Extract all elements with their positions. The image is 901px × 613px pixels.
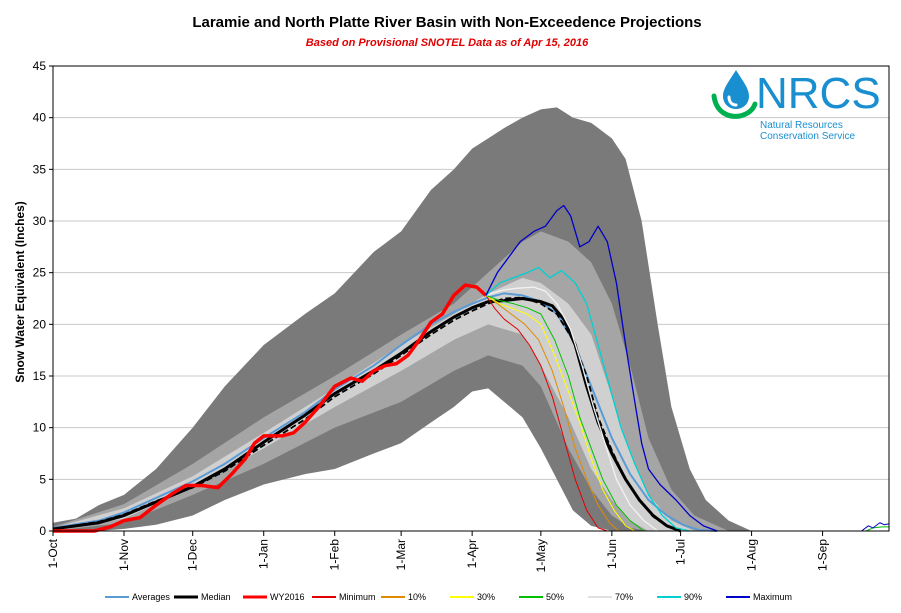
projection-bands xyxy=(53,107,889,532)
y-tick-label-15: 15 xyxy=(33,369,47,383)
series-30pct xyxy=(485,294,636,532)
x-tick-label-1-nov: 1-Nov xyxy=(117,539,131,571)
series-lines xyxy=(52,204,890,533)
y-tick-label-30: 30 xyxy=(33,214,47,228)
legend-label-median: Median xyxy=(201,592,231,602)
x-tick-label-1-may: 1-May xyxy=(534,539,548,572)
legend-label-10pct: 10% xyxy=(408,592,426,602)
water-drop-icon xyxy=(723,70,749,109)
x-tick-label-1-apr: 1-Apr xyxy=(465,539,479,568)
chart-subtitle: Based on Provisional SNOTEL Data as of A… xyxy=(306,37,589,49)
axes: 0 5 10 15 20 25 30 35 40 45 1-Oct 1-Nov 1-Dec 1-Jan 1-… xyxy=(33,59,830,572)
logo-wordmark: NRCS xyxy=(756,69,881,118)
x-tick-label-1-dec: 1-Dec xyxy=(186,539,200,571)
x-tick-label-1-jun: 1-Jun xyxy=(605,539,619,569)
logo-line-1: Natural Resources xyxy=(760,120,843,131)
legend-label-70pct: 70% xyxy=(615,592,633,602)
y-tick-label-20: 20 xyxy=(33,317,47,331)
legend-label-wy2016: WY2016 xyxy=(270,592,305,602)
series-maximum xyxy=(485,204,718,532)
series-late-max xyxy=(861,522,890,532)
y-tick-label-35: 35 xyxy=(33,162,47,176)
x-tick-label-1-jul: 1-Jul xyxy=(674,539,688,565)
y-tick-label-10: 10 xyxy=(33,421,47,435)
legend: Averages Median WY2016 Minimum 10% 30% 50% 70% 9… xyxy=(105,592,792,602)
series-median-dash xyxy=(52,296,681,532)
y-axis-label: Snow Water Equivalent (Inches) xyxy=(13,201,27,383)
series-90pct xyxy=(485,266,690,532)
series-averages xyxy=(52,292,718,532)
drop-highlight xyxy=(727,95,738,107)
x-tick-label-1-feb: 1-Feb xyxy=(328,539,342,571)
legend-label-minimum: Minimum xyxy=(339,592,376,602)
series-wy2016 xyxy=(53,283,488,533)
band-mid xyxy=(53,231,889,532)
plot-frame xyxy=(52,65,890,532)
y-tick-label-40: 40 xyxy=(33,111,47,125)
logo-swoosh xyxy=(711,93,758,119)
x-tick-label-1-oct: 1-Oct xyxy=(46,538,60,568)
y-tick-label-45: 45 xyxy=(33,59,47,73)
x-tick-label-1-mar: 1-Mar xyxy=(394,539,408,570)
y-tick-label-25: 25 xyxy=(33,266,47,280)
x-tick-label-1-jan: 1-Jan xyxy=(257,539,271,569)
y-tick-label-5: 5 xyxy=(39,472,46,486)
y-tick-label-0: 0 xyxy=(39,524,46,538)
legend-label-50pct: 50% xyxy=(546,592,564,602)
chart-title: Laramie and North Platte River Basin wit… xyxy=(192,14,701,31)
series-70pct xyxy=(485,286,659,532)
legend-label-90pct: 90% xyxy=(684,592,702,602)
series-minimum xyxy=(485,295,608,532)
x-tick-label-1-aug: 1-Aug xyxy=(745,539,759,571)
legend-label-maximum: Maximum xyxy=(753,592,792,602)
series-10pct xyxy=(485,294,620,532)
series-50pct xyxy=(485,294,645,532)
legend-label-averages: Averages xyxy=(132,592,170,602)
legend-label-30pct: 30% xyxy=(477,592,495,602)
logo-line-2: Conservation Service xyxy=(760,131,855,142)
nrcs-logo: NRCS Natural Resources Conservation Serv… xyxy=(711,69,881,142)
x-tick-label-1-sep: 1-Sep xyxy=(816,539,830,571)
